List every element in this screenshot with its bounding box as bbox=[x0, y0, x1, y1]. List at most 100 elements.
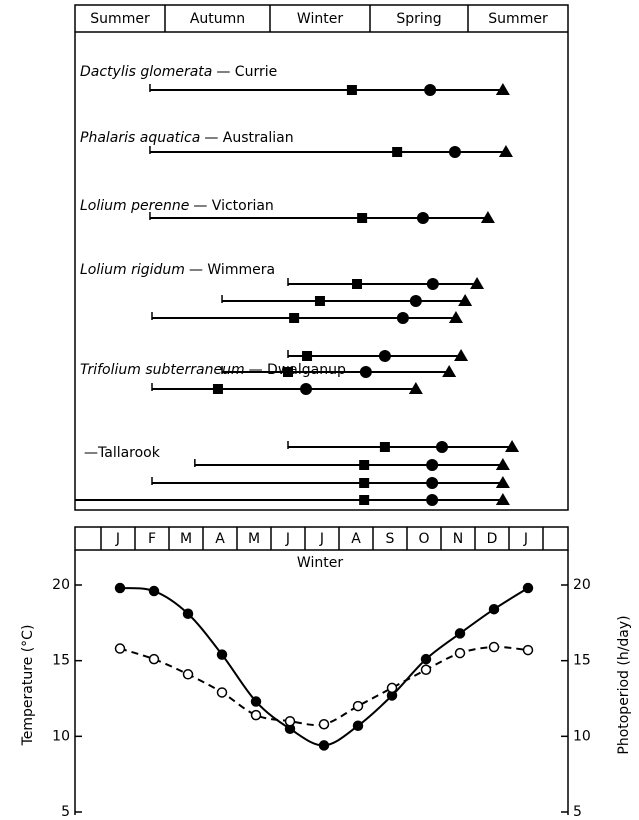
triangle-marker bbox=[495, 476, 510, 488]
circle-marker bbox=[424, 84, 437, 96]
square-marker bbox=[283, 367, 293, 377]
annotation: Winter bbox=[297, 555, 343, 571]
season-label: Spring bbox=[396, 11, 441, 27]
point bbox=[182, 608, 194, 620]
circle-marker bbox=[416, 212, 429, 224]
point bbox=[420, 664, 432, 675]
x-tick-label: F bbox=[148, 531, 156, 547]
square-marker bbox=[302, 351, 313, 361]
circle-marker bbox=[378, 350, 391, 362]
group-label: Phalaris aquatica — Australian bbox=[80, 130, 294, 146]
circle-marker bbox=[300, 383, 313, 395]
point bbox=[216, 687, 228, 698]
point bbox=[522, 582, 534, 594]
circle-marker bbox=[436, 441, 449, 453]
point bbox=[488, 641, 500, 653]
cultivar-name: — Currie bbox=[216, 64, 277, 80]
triangle-marker bbox=[448, 311, 463, 323]
group-label: Dactylis glomerata — Currie bbox=[80, 64, 277, 80]
point bbox=[182, 669, 194, 680]
season-label: Summer bbox=[488, 11, 548, 27]
x-tick-label: A bbox=[351, 531, 361, 547]
x-tick-label: J bbox=[523, 531, 528, 547]
point bbox=[216, 649, 228, 660]
triangle-marker bbox=[442, 365, 457, 377]
season-label: Summer bbox=[90, 11, 150, 27]
species-name: Lolium perenne bbox=[80, 198, 189, 214]
point bbox=[148, 653, 160, 665]
species-name: Dactylis glomerata bbox=[80, 64, 212, 80]
square-marker bbox=[359, 495, 370, 505]
triangle-marker bbox=[495, 83, 510, 95]
triangle-marker bbox=[454, 349, 469, 361]
point bbox=[352, 700, 364, 712]
square-marker bbox=[359, 478, 370, 488]
triangle-marker bbox=[505, 440, 520, 452]
y-tick-label: 5 bbox=[61, 804, 70, 820]
circle-marker bbox=[426, 494, 439, 506]
point bbox=[114, 643, 126, 654]
x-tick-label: D bbox=[487, 531, 498, 547]
point bbox=[250, 709, 262, 721]
y2-tick-label: 5 bbox=[573, 804, 582, 820]
y2-tick-label: 15 bbox=[573, 653, 591, 669]
month-strip bbox=[74, 526, 569, 551]
x-tick-label: O bbox=[418, 531, 429, 547]
point bbox=[420, 653, 432, 665]
circle-marker bbox=[426, 278, 439, 290]
group-label: Lolium perenne — Victorian bbox=[80, 198, 274, 214]
triangle-marker bbox=[458, 294, 473, 306]
species-name: Lolium rigidum bbox=[80, 262, 185, 278]
y-axis-label: Temperature (°C) bbox=[20, 625, 36, 747]
cultivar-name: — Wimmera bbox=[189, 262, 275, 278]
cultivar-name: — Victorian bbox=[193, 198, 273, 214]
series-line bbox=[119, 646, 529, 727]
square-marker bbox=[289, 313, 300, 323]
square-marker bbox=[379, 442, 390, 452]
circle-marker bbox=[359, 366, 372, 378]
point bbox=[522, 644, 534, 656]
y-tick-label: 15 bbox=[52, 653, 70, 669]
circle-marker bbox=[448, 146, 461, 158]
species-name: Phalaris aquatica bbox=[80, 130, 200, 146]
point bbox=[318, 718, 330, 730]
point bbox=[318, 740, 330, 751]
species-name: Trifolium subterraneum bbox=[80, 362, 245, 378]
square-marker bbox=[346, 85, 357, 95]
y2-axis-label: Photoperiod (h/day) bbox=[616, 615, 632, 754]
group-label: Lolium rigidum — Wimmera bbox=[80, 262, 275, 278]
x-tick-label: J bbox=[285, 531, 290, 547]
circle-marker bbox=[426, 477, 439, 489]
x-tick-label: J bbox=[319, 531, 324, 547]
square-marker bbox=[392, 147, 403, 157]
triangle-marker bbox=[495, 458, 510, 470]
square-marker bbox=[314, 296, 325, 306]
circle-marker bbox=[396, 312, 409, 324]
x-tick-label: J bbox=[115, 531, 120, 547]
point bbox=[284, 715, 296, 727]
timeline-frame bbox=[74, 4, 569, 511]
point bbox=[454, 647, 466, 659]
cultivar-name: — Australian bbox=[204, 130, 293, 146]
x-tick-label: M bbox=[248, 531, 260, 547]
circle-marker bbox=[409, 295, 422, 307]
cultivar-name: —Tallarook bbox=[84, 445, 161, 461]
season-label: Winter bbox=[297, 11, 343, 27]
point bbox=[488, 603, 500, 615]
square-marker bbox=[357, 213, 368, 223]
point bbox=[250, 696, 262, 707]
x-tick-label: S bbox=[386, 531, 395, 547]
x-tick-label: N bbox=[453, 531, 463, 547]
y2-tick-label: 10 bbox=[573, 728, 591, 744]
triangle-marker bbox=[470, 277, 485, 289]
point bbox=[352, 720, 364, 731]
group-label: —Tallarook bbox=[84, 445, 161, 461]
cultivar-name: — Dwalganup bbox=[249, 362, 346, 378]
season-label: Autumn bbox=[190, 11, 245, 27]
x-tick-label: M bbox=[180, 531, 192, 547]
y2-tick-label: 20 bbox=[573, 577, 591, 593]
point bbox=[148, 585, 160, 597]
point bbox=[114, 582, 126, 594]
triangle-marker bbox=[480, 211, 495, 223]
